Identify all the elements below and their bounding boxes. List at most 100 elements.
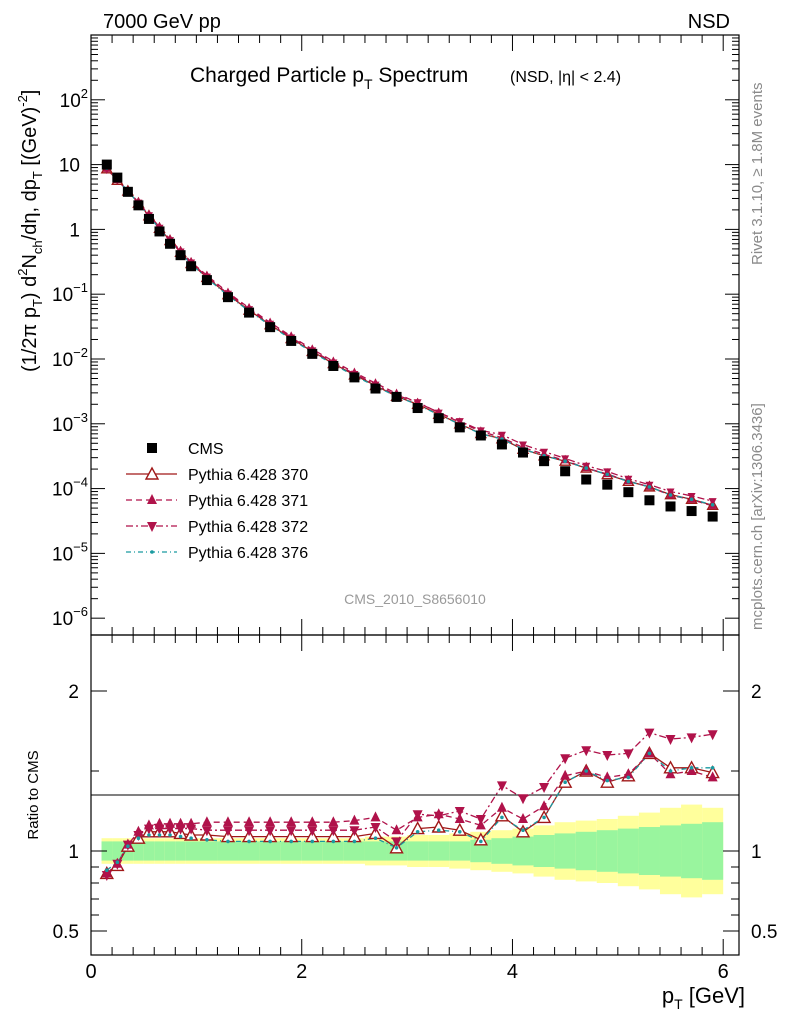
inner-band-bin [407,841,429,861]
cms-data-point [644,495,655,506]
inner-band-bin [617,828,639,874]
main-point-dot [563,459,567,464]
ratio-point-tri-up [265,816,276,827]
ratio-point-tri-down [265,826,276,837]
ratio-point-dot [373,836,378,840]
ratio-point-dot [205,838,209,842]
cms-data-point [686,506,697,517]
ratio-point-tri-up [602,771,613,782]
ratio-point-tri-up [454,813,465,823]
ratio-point-tri-down [349,826,360,837]
ratio-point-tri-down [175,824,186,835]
ratio-point-tri-down [101,871,112,881]
cms-data-point [154,226,165,237]
legend-marker [147,443,157,453]
inner-band-bin [217,841,239,861]
inner-band-bin [199,841,218,861]
main-line-3 [106,168,713,502]
y-tick-label: 10−4 [52,475,88,501]
ratio-point-tri-up [286,816,297,827]
inner-band-bin [259,841,281,861]
main-point-tri-down [603,468,612,477]
inner-band-bin [596,830,618,872]
header-left: 7000 GeV pp [103,11,221,33]
inner-band-bin [533,835,555,867]
ratio-point-dot [310,839,315,844]
legend-marker [144,466,160,480]
cms-data-point [286,335,297,346]
chart-title: Charged Particle pT Spectrum [190,64,468,92]
ratio-line-2 [106,752,713,874]
inner-band-bin [238,841,260,861]
inner-band-bin [175,841,186,861]
ratio-point-tri-down [222,826,233,837]
ratio-point-tri-down [623,749,634,760]
y-axis-label: (1/2π pT) d2Nch/dη, dpT [(GeV)-2] [15,90,45,372]
ratio-y-label: Ratio to CMS [25,750,42,839]
inner-band-bin [112,841,123,861]
cms-data-point [122,186,133,197]
ratio-point-dot [247,839,251,844]
cms-data-point [307,348,318,359]
inner-band-bin [702,822,724,880]
cms-data-point [186,261,197,272]
ratio-point-dot [521,828,525,832]
ratio-y-tick-label: 2 [68,682,79,703]
inner-band-bin [133,841,144,861]
ratio-point-tri-down [244,826,255,837]
legend-marker [147,494,157,504]
cms-data-point [496,439,507,450]
y-tick-label: 10−3 [52,410,88,436]
ratio-point-dot [415,830,420,834]
cms-data-point [454,422,465,433]
mcplots-credit: mcplots.cern.ch [arXiv:1306.3436] [749,403,766,630]
ratio-line-3 [106,731,713,876]
ratio-y-tick-label: 1 [68,842,79,863]
inner-band-bin [343,841,365,861]
main-model-lines [106,167,713,507]
ratio-point-dot [668,769,673,773]
y-tick-label: 10 [59,156,80,177]
ratio-point-dot [584,769,589,773]
main-point-tri-down [708,498,717,507]
ratio-point-dot [126,844,130,848]
chart-title-tail: Spectrum [373,64,469,87]
ratio-point-dot [331,839,336,844]
y-tick-label: 10−6 [52,604,88,630]
ratio-point-tri-down [370,823,381,833]
main-point-tri-down [519,441,527,450]
main-point-dot [710,502,715,507]
ratio-point-tri-down [433,811,444,822]
inner-band-bin [154,841,165,861]
inner-band-bin [449,841,471,861]
ratio-y-tick-label-right: 0.5 [751,922,777,943]
inner-band-bin [659,825,682,877]
inner-band-bin [491,838,513,864]
inner-band-bin [164,841,176,861]
ratio-panel: 0.5 0.5 1 1 2 2 0 2 4 6 Ratio to CMS [25,634,777,983]
ratio-line-1 [106,752,713,874]
inner-band-bin [512,836,534,866]
cms-data-point [201,275,212,286]
cms-data-point [328,360,339,371]
ratio-point-tri-up [328,816,339,827]
ratio-point-tri-up [496,801,507,812]
ratio-point-dot [105,868,109,872]
cms-data-point [175,250,186,261]
ratio-point-tri-down [475,815,486,825]
cms-data-point [475,430,486,441]
cms-data-point [133,200,144,211]
legend-marker [150,550,154,554]
cms-data-point [349,372,360,383]
ratio-point-tri-down [665,735,676,745]
main-point-dot [647,485,652,489]
inner-band-bin [364,841,387,861]
ratio-point-tri-down [496,781,507,792]
ratio-point-tri-down [307,826,318,837]
ratio-point-dot [394,846,399,850]
analysis-watermark: CMS_2010_S8656010 [344,591,486,607]
ratio-point-tri-down [686,733,697,744]
cms-data-point [623,487,634,498]
ratio-point-tri-down [707,730,718,741]
ratio-point-tri-up-open [494,808,510,822]
